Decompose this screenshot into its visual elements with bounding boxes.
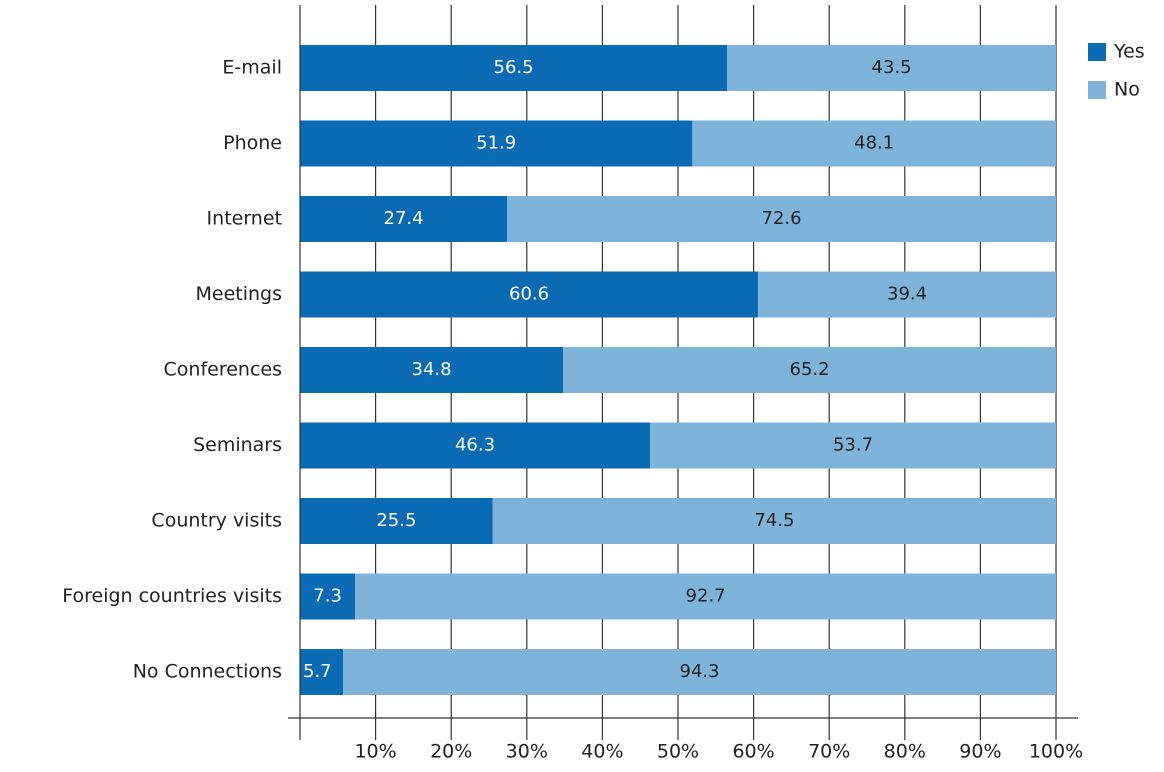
x-tick-label: 30% xyxy=(506,741,548,763)
y-tick-label: No Connections xyxy=(133,661,282,683)
x-tick-label: 100% xyxy=(1029,741,1083,763)
bar-segment xyxy=(300,120,693,167)
x-tick-label: 20% xyxy=(430,741,472,763)
data-label: 60.6 xyxy=(509,284,549,305)
data-label: 51.9 xyxy=(476,133,516,154)
bar-segment xyxy=(563,347,1056,393)
bar-layer xyxy=(300,45,1056,695)
data-label: 27.4 xyxy=(384,208,424,229)
data-label: 34.8 xyxy=(412,359,452,380)
data-label: 94.3 xyxy=(680,661,720,682)
legend-label: No xyxy=(1114,79,1140,101)
bar-segment xyxy=(300,422,651,469)
bar-segment xyxy=(758,271,1056,318)
y-tick-label: Phone xyxy=(223,132,282,154)
x-tick-label: 40% xyxy=(581,741,623,763)
data-label: 48.1 xyxy=(854,133,894,154)
bar-segment xyxy=(300,271,759,318)
x-tick-label: 10% xyxy=(354,741,396,763)
data-label: 7.3 xyxy=(313,586,342,607)
bar-segment xyxy=(300,347,564,393)
bar-segment xyxy=(300,573,356,620)
data-label: 39.4 xyxy=(887,284,927,305)
data-label: 56.5 xyxy=(494,57,534,78)
y-tick-label: Conferences xyxy=(164,359,282,381)
bar-segment xyxy=(355,573,1056,620)
data-label: 74.5 xyxy=(754,510,794,531)
bar-segment xyxy=(300,649,344,695)
bar-segment xyxy=(343,649,1056,695)
x-tick-label: 60% xyxy=(732,741,774,763)
y-tick-label: Meetings xyxy=(195,283,282,305)
data-label: 53.7 xyxy=(833,435,873,456)
bar-segment xyxy=(692,120,1056,167)
y-tick-label: Foreign countries visits xyxy=(62,585,282,607)
bar-segment xyxy=(300,196,508,242)
legend-swatch xyxy=(1088,81,1106,99)
bar-segment xyxy=(492,498,1056,544)
data-label: 65.2 xyxy=(790,359,830,380)
legend-label: Yes xyxy=(1113,41,1145,63)
y-tick-label: E-mail xyxy=(222,57,282,79)
data-label: 46.3 xyxy=(455,435,495,456)
x-tick-label: 50% xyxy=(657,741,699,763)
bar-segment xyxy=(300,45,728,91)
legend-swatch xyxy=(1088,43,1106,61)
data-label: 72.6 xyxy=(762,208,802,229)
x-tick-label: 70% xyxy=(808,741,850,763)
data-label: 5.7 xyxy=(303,661,332,682)
y-tick-label: Country visits xyxy=(151,510,282,532)
x-tick-label: 90% xyxy=(959,741,1001,763)
data-label: 43.5 xyxy=(872,57,912,78)
bar-segment xyxy=(507,196,1056,242)
y-tick-label: Internet xyxy=(207,208,282,230)
data-label: 25.5 xyxy=(376,510,416,531)
bar-segment xyxy=(727,45,1056,91)
bar-segment xyxy=(650,422,1056,469)
y-tick-label: Seminars xyxy=(193,434,282,456)
bar-segment xyxy=(300,498,493,544)
data-label: 92.7 xyxy=(686,586,726,607)
x-tick-label: 80% xyxy=(884,741,926,763)
